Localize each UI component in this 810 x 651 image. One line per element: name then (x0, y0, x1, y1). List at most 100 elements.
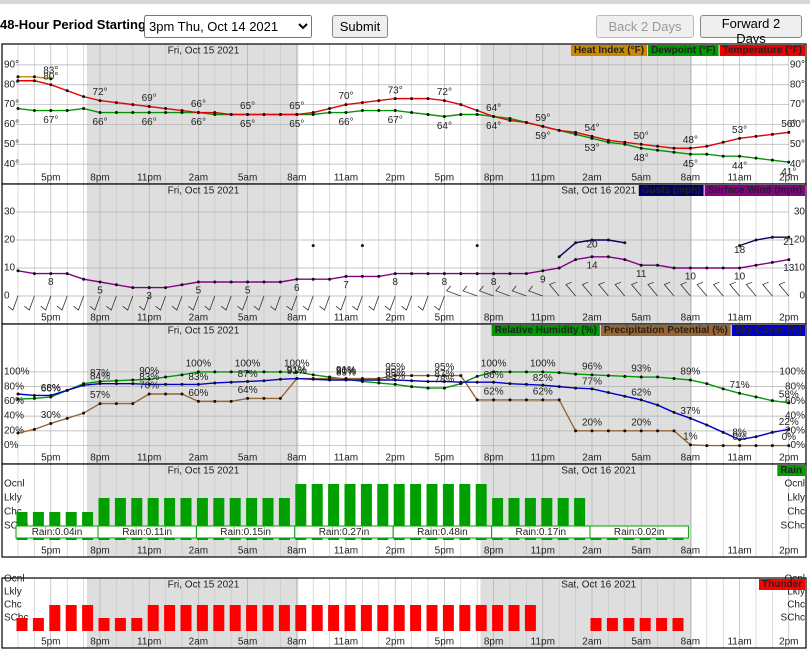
data-point (180, 283, 184, 287)
bar (623, 618, 635, 631)
data-label: 48° (634, 153, 649, 164)
date-label: Fri, Oct 15 2021 (168, 46, 240, 57)
data-point (688, 378, 692, 382)
data-point (147, 105, 151, 109)
y-tick-label-right: Lkly (787, 493, 805, 504)
night-shading (480, 324, 693, 464)
wind-barb (89, 295, 101, 311)
data-point (557, 128, 561, 132)
data-label: 20 (586, 240, 598, 251)
data-point (16, 269, 20, 273)
x-tick-label: 5am (631, 546, 650, 557)
y-tick-label: 20 (4, 235, 16, 246)
submit-button[interactable]: Submit (332, 15, 388, 38)
data-point (524, 272, 528, 276)
bar (164, 605, 176, 631)
x-tick-label: 8pm (90, 546, 109, 557)
night-shading (86, 184, 299, 324)
bar (492, 498, 504, 540)
bar (246, 605, 258, 631)
forward-button[interactable]: Forward 2 Days (700, 15, 802, 46)
data-point (196, 280, 200, 284)
data-point (131, 103, 135, 107)
data-label: 6 (294, 283, 300, 294)
data-point (672, 429, 676, 433)
data-label: 83% (188, 372, 208, 383)
bar (623, 537, 635, 540)
data-point (656, 403, 660, 407)
data-label: 30% (41, 410, 61, 421)
data-label: 80° (43, 71, 58, 82)
data-point (262, 280, 266, 284)
data-point (623, 241, 627, 245)
data-label: 53° (732, 125, 747, 136)
bar (524, 498, 536, 540)
bar (656, 537, 668, 540)
wind-barb (319, 295, 330, 311)
y-tick-label: Lkly (4, 587, 22, 598)
data-point (180, 373, 184, 377)
data-point (32, 393, 36, 397)
wind-barb (188, 295, 199, 311)
data-point (475, 109, 479, 113)
date-label: Sat, Oct 16 2021 (561, 580, 636, 591)
y-tick-label-right: 30 (794, 207, 806, 218)
period-form: 48-Hour Period Starting: 3pm Thu, Oct 14… (0, 0, 810, 46)
period-select[interactable]: 3pm Thu, Oct 14 2021 (144, 15, 312, 38)
data-point (98, 99, 102, 103)
x-tick-label: 8am (681, 453, 700, 464)
wind-barb (614, 281, 626, 297)
wind-barb (40, 295, 52, 311)
y-tick-label-right: 80° (790, 79, 805, 90)
series-line (17, 107, 789, 163)
x-tick-label: 2pm (779, 453, 798, 464)
period-label: 48-Hour Period Starting: (0, 17, 151, 32)
data-point (524, 398, 528, 402)
data-point (131, 382, 135, 386)
x-tick-label: 8pm (484, 546, 503, 557)
wind-barb (171, 295, 183, 311)
legend-swatch (777, 465, 805, 476)
bar (295, 605, 307, 631)
x-tick-label: 5pm (435, 453, 454, 464)
wind-barb (335, 295, 347, 311)
x-tick-label: 2am (582, 453, 601, 464)
data-label: 57% (90, 390, 110, 401)
x-tick-label: 2pm (779, 173, 798, 184)
data-point (721, 387, 725, 391)
legend-label: Precipitation Potential (%) (604, 325, 728, 336)
x-tick-label: 8pm (90, 173, 109, 184)
bar (442, 484, 454, 540)
bar (377, 605, 389, 631)
data-label: 90% (336, 366, 356, 377)
x-tick-label: 2pm (779, 546, 798, 557)
bar (393, 605, 405, 631)
data-label: 70% (139, 381, 159, 392)
x-tick-label: 2am (189, 546, 208, 557)
data-point (393, 272, 397, 276)
bar (508, 605, 520, 631)
data-label: 66° (338, 117, 353, 128)
series-line (17, 374, 789, 447)
data-point (393, 378, 397, 382)
data-point (541, 383, 545, 387)
wind-barb (598, 281, 609, 297)
series-line (17, 371, 789, 404)
data-point (508, 118, 512, 122)
wind-barb (712, 281, 724, 297)
y-tick-label-right: 20 (794, 235, 806, 246)
data-point (688, 266, 692, 270)
legend-label: Surface Wind (mph) (708, 185, 802, 196)
bar (508, 498, 520, 540)
data-point (164, 286, 168, 290)
data-point (377, 381, 381, 385)
x-tick-label: 8am (287, 637, 306, 648)
data-point (65, 416, 69, 420)
x-tick-label: 11pm (531, 173, 555, 184)
data-point (672, 410, 676, 414)
data-label: 9 (540, 274, 546, 285)
x-tick-label: 11am (334, 313, 358, 324)
wind-barb (528, 285, 543, 297)
data-point (656, 263, 660, 267)
data-label: 3 (146, 291, 152, 302)
